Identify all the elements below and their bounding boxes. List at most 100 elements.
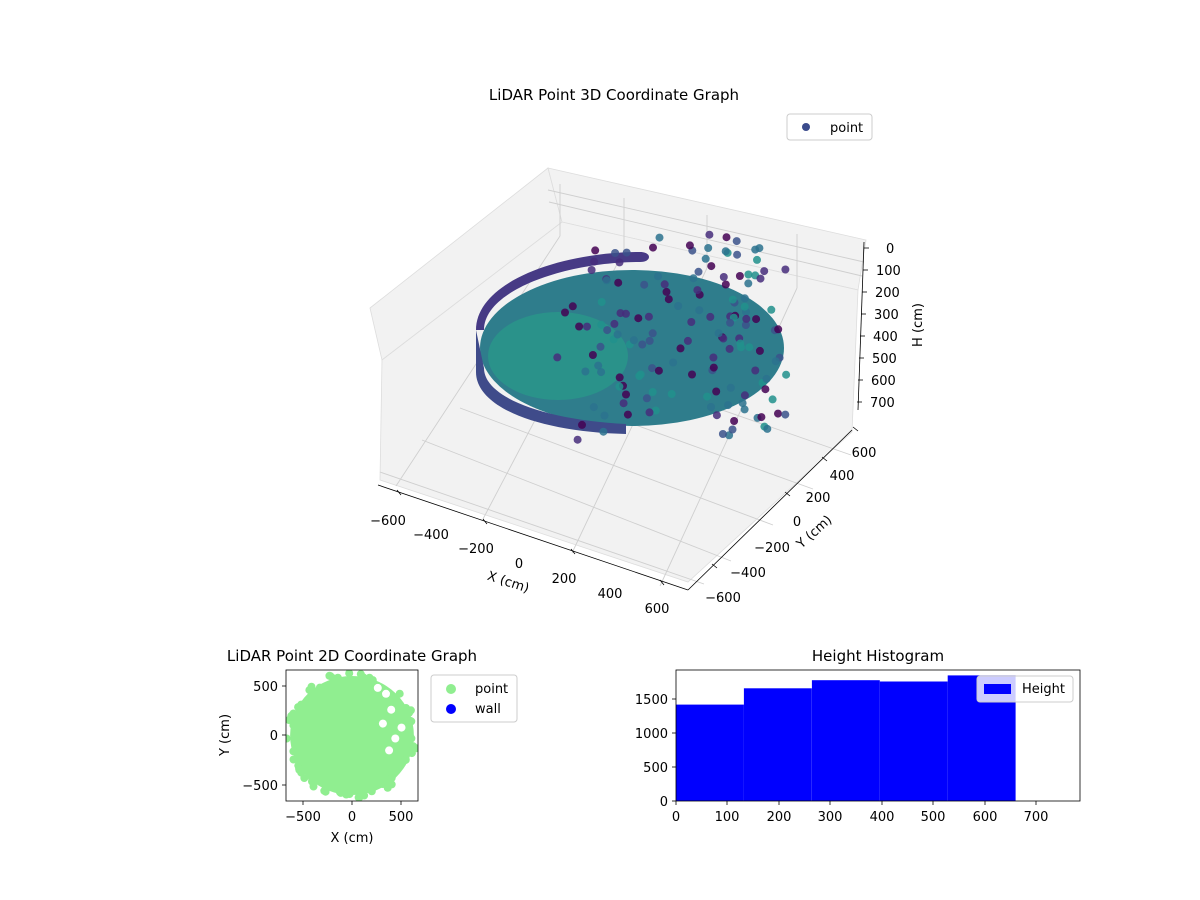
tick-label-z3d-0: 0 [886, 242, 894, 257]
cloud-point [648, 329, 657, 338]
cloud-point [583, 322, 591, 331]
scatter3d-x-label: X (cm) [485, 569, 531, 597]
cloud-point [762, 374, 771, 383]
cloud-point [781, 265, 790, 274]
scatter2d-chart: LiDAR Point 2D Coordinate Graph −500 0 5… [218, 647, 518, 846]
point-marker [289, 747, 298, 756]
tick-label-y2d-2: −500 [242, 779, 278, 794]
tick-label-y3d-1: −400 [730, 566, 766, 581]
cloud-point [745, 343, 754, 352]
tick-label-y3d-2: −200 [754, 541, 790, 556]
scatter2d-tickmarks [282, 685, 402, 805]
point-marker [405, 716, 414, 725]
cloud-point [760, 267, 769, 276]
cloud-gap [373, 683, 382, 692]
tick-label-x3d-6: 600 [645, 602, 670, 617]
point-marker [320, 786, 329, 795]
point-marker [289, 755, 298, 764]
cloud-point [703, 392, 712, 401]
cloud-point [753, 255, 761, 264]
point-marker [315, 683, 324, 692]
point-marker [345, 790, 354, 798]
tick-label-x3d-1: −400 [413, 528, 449, 543]
cloud-gap [387, 705, 396, 714]
scatter3d-title: LiDAR Point 3D Coordinate Graph [489, 86, 739, 104]
cloud-point [774, 409, 782, 418]
scatter2d-x-label: X (cm) [331, 831, 374, 846]
cloud-point [575, 322, 584, 331]
cloud-point [591, 246, 600, 255]
histogram-bar [811, 680, 880, 801]
cloud-point [610, 319, 619, 328]
cloud-point [761, 385, 770, 394]
tick-label-z3d-1: 100 [876, 264, 901, 279]
cloud-point [596, 342, 605, 351]
scatter2d-y-label: Y (cm) [218, 714, 233, 757]
cloud-point [590, 257, 599, 266]
scatter3d-y-ticklabels: −600 −400 −200 0 200 400 600 [705, 446, 876, 606]
cloud-point [588, 351, 597, 359]
cloud-point [707, 403, 715, 411]
point-marker [406, 706, 415, 715]
tick-label-y3d-5: 400 [830, 469, 855, 484]
cloud-point [689, 274, 698, 283]
cloud-point [741, 321, 750, 329]
cloud-point [757, 413, 766, 422]
cloud-point [781, 410, 790, 419]
cloud-point [695, 306, 704, 315]
point-marker [383, 783, 392, 792]
cloud-point [709, 353, 718, 362]
scatter3d-x-ticklabels: −600 −400 −200 0 200 400 600 [370, 514, 669, 617]
point-marker [336, 788, 345, 797]
cloud-point [674, 302, 683, 310]
legend-marker-wall-2d [446, 704, 456, 714]
cloud-point [636, 370, 645, 379]
tick-label-x2d-2: 500 [389, 810, 414, 825]
legend-marker-point-2d [446, 684, 456, 694]
cloud-point [714, 329, 723, 338]
cloud-point [629, 336, 638, 345]
tick-label-xh-1: 100 [715, 810, 740, 825]
cloud-point [707, 262, 716, 271]
scatter3d-tickmarks [396, 247, 869, 586]
cloud-point [719, 273, 728, 281]
tick-label-xh-0: 0 [672, 810, 680, 825]
cloud-point [603, 326, 612, 335]
histogram-chart: Height Histogram 0 100 200 300 400 500 6… [635, 647, 1081, 825]
cloud-point [721, 247, 730, 256]
cloud-point [553, 353, 562, 362]
cloud-point [782, 370, 791, 379]
cloud-gap [378, 719, 387, 728]
tick-label-xh-3: 300 [818, 810, 843, 825]
cloud-point [683, 336, 692, 345]
cloud-point [616, 309, 625, 318]
scatter3d-legend-box [786, 113, 873, 141]
cloud-point [655, 233, 664, 242]
tick-label-x2d-0: −500 [285, 810, 321, 825]
cloud-point [740, 405, 749, 414]
tick-label-z3d-6: 600 [871, 374, 896, 389]
cloud-point [767, 305, 776, 314]
cloud-point [732, 237, 741, 246]
cloud-point [622, 390, 630, 399]
cloud-point [725, 431, 734, 440]
cloud-point [622, 248, 631, 257]
tick-label-z3d-2: 200 [875, 286, 900, 301]
tick-label-xh-5: 500 [921, 810, 946, 825]
cloud-point [602, 276, 611, 285]
cloud-point [726, 383, 735, 392]
histogram-bar [743, 688, 812, 801]
cloud-point [712, 411, 721, 420]
cloud-point [693, 286, 702, 295]
cloud-point [722, 233, 731, 242]
cloud-point [726, 318, 735, 327]
tick-label-x3d-2: −200 [458, 542, 494, 557]
point-marker [289, 721, 298, 730]
cloud-point [644, 312, 653, 321]
cloud-point [587, 266, 596, 274]
cloud-point [600, 411, 609, 420]
legend-label-point-2d: point [475, 682, 508, 697]
cloud-point [718, 430, 727, 438]
tick-label-x3d-0: −600 [370, 514, 406, 529]
point-marker [325, 671, 334, 680]
